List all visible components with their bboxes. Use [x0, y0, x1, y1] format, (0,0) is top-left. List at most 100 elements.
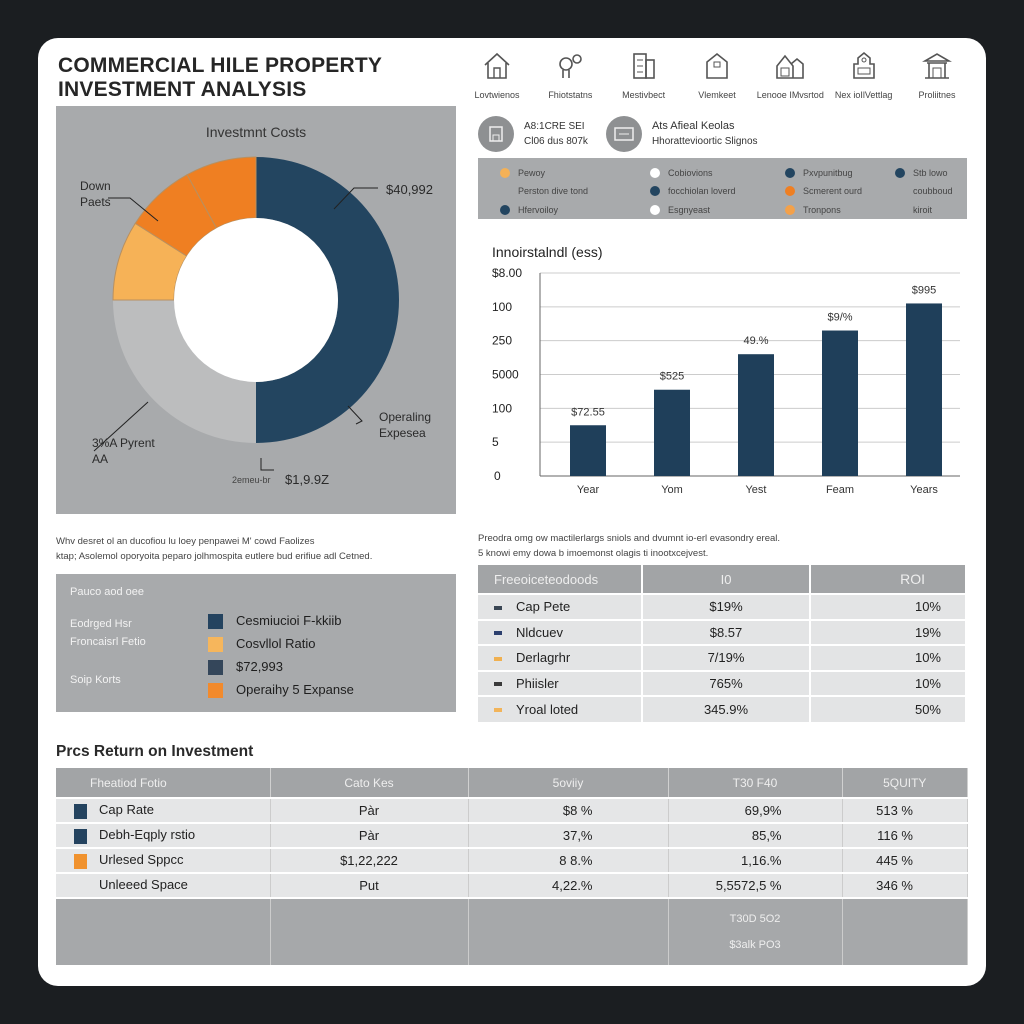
- legend-label: Operaihy 5 Expanse: [236, 682, 354, 697]
- category-1[interactable]: Fhiotstatns: [535, 50, 605, 100]
- legend-swatch: [208, 637, 223, 652]
- value-cell: 513 %: [842, 797, 968, 823]
- category-label: Mestivbect: [622, 90, 666, 100]
- category-label: Vlemkeet: [698, 90, 736, 100]
- roi-cell: 50%: [810, 695, 967, 722]
- houses-icon: [776, 54, 805, 79]
- x-tick-label: Feam: [826, 484, 854, 496]
- value-cell: $8.57: [642, 618, 811, 645]
- building-icon: [632, 53, 655, 79]
- legend-dot: [785, 168, 795, 178]
- paragraph-line: Whv desret ol an ducofiou lu loey penpaw…: [56, 536, 315, 547]
- legend-key: Froncaisrl Fetio: [70, 636, 146, 648]
- footer-cell: [56, 897, 271, 965]
- row-marker: [494, 631, 502, 636]
- investment-costs-panel: Investmnt Costs Down Paets $40,992 Opera…: [56, 106, 456, 514]
- roi-cell: 19%: [810, 618, 967, 645]
- row-name-cell: Cap Rate: [56, 797, 271, 823]
- y-tick-label: 5000: [492, 368, 519, 382]
- bar-chart: Innoirstalndl (ess) 0 5 100 5000 250 100 $8.00 $…: [492, 244, 960, 496]
- return-table: Fheatiod Fotio Cato Kes 5oviiy T30 F40 5…: [56, 768, 968, 965]
- category-label: Proliitnes: [918, 90, 956, 100]
- x-tick-label: Yom: [661, 484, 683, 496]
- info-row: A8:1CRE SEI Cl06 dus 807k Ats Afieal Keol…: [478, 116, 758, 152]
- legend-item: Hfervoiloy: [500, 203, 650, 217]
- donut-slice: [256, 157, 399, 443]
- donut-hole: [174, 218, 338, 382]
- category-label: Lenooe IMvsrtod: [756, 90, 824, 100]
- table-row: Nldcuev $8.57 19%: [478, 618, 967, 645]
- category-4[interactable]: Lenooe IMvsrtod: [755, 50, 825, 100]
- bar-data-label: $525: [660, 371, 684, 383]
- legend-dot: [500, 204, 510, 215]
- bar-data-label: $72.55: [571, 406, 605, 418]
- value-cell: Pàr: [270, 797, 469, 823]
- row-name: Nldcuev: [516, 624, 563, 640]
- column-header: Freeoiceteodoods: [478, 565, 643, 594]
- legend-item: coubboud: [895, 184, 985, 198]
- description-right: Preodra omg ow mactilerlargs sniols and …: [478, 531, 780, 561]
- legend-label: Hfervoiloy: [518, 204, 559, 215]
- y-tick-label: 0: [494, 469, 501, 483]
- paragraph-line: 5 knowi emy dowa b imoemonst olagis ti i…: [478, 548, 709, 559]
- table-footer-row: T30D 5O2 $3alk PO3: [56, 897, 968, 965]
- paragraph-line: ktap; Asolemol oporyoita peparo jolhmosp…: [56, 551, 373, 562]
- house-icon: [484, 52, 510, 79]
- y-tick-label: 5: [492, 435, 499, 449]
- table-row: Derlagrhr 7/19% 10%: [478, 644, 967, 671]
- pie-label-down: Down Paets: [80, 179, 111, 209]
- category-label: Lovtwienos: [474, 90, 520, 100]
- category-6[interactable]: Proliitnes: [902, 50, 972, 100]
- legend-label: Cesmiucioi F-kkiib: [236, 613, 342, 628]
- row-name-cell: Debh-Eqply rstio: [56, 822, 271, 848]
- value-cell: 4,22.%: [468, 872, 669, 898]
- column-header: 5QUITY: [842, 768, 968, 798]
- row-name-cell: Unleeed Space: [56, 872, 271, 898]
- pie-label-payment: 3%A Pyrent AA: [92, 436, 155, 466]
- bar: [906, 303, 942, 476]
- row-marker: [74, 803, 87, 819]
- value-cell: 85,%: [668, 822, 843, 848]
- y-tick-label: 100: [492, 401, 512, 415]
- row-name-cell: Cap Pete: [478, 593, 643, 620]
- value-cell: 445 %: [842, 847, 968, 873]
- legend-key: Pauco aod oee: [70, 586, 145, 598]
- legend-item: Pxvpunitbug: [785, 166, 895, 180]
- legend-label: kiroit: [913, 204, 933, 215]
- category-2[interactable]: Mestivbect: [609, 50, 679, 100]
- legend-item: Scmerent ourd: [785, 184, 895, 198]
- legend-label: Stb lowo: [913, 168, 948, 178]
- roi-cell: 10%: [810, 644, 967, 671]
- bar: [654, 389, 690, 476]
- column-header: Fheatiod Fotio: [56, 768, 271, 798]
- value-cell: 37,%: [468, 822, 669, 848]
- value-cell: Put: [270, 872, 469, 898]
- bar-data-label: $995: [912, 284, 936, 296]
- legend-key: Eodrged Hsr: [70, 618, 132, 630]
- description-left: Whv desret ol an ducofiou lu loey penpaw…: [56, 534, 372, 564]
- paragraph-line: Preodra omg ow mactilerlargs sniols and …: [478, 533, 781, 544]
- category-0[interactable]: Lovtwienos: [462, 50, 532, 100]
- category-label: Nex ioIlVettlag: [834, 90, 893, 100]
- row-marker: [74, 853, 87, 869]
- bar: [738, 354, 774, 476]
- bar-chart-title: Innoirstalndl (ess): [492, 244, 603, 260]
- x-tick-label: Yest: [745, 484, 766, 496]
- bar-data-label: $9/%: [827, 312, 852, 324]
- legend-panel: Pewoy Cobiovions Pxvpunitbug Stb lowo Persto…: [478, 158, 967, 219]
- table-row: Debh-Eqply rstio Pàr 37,% 85,% 116 %: [56, 822, 968, 848]
- roi-cell: 10%: [810, 593, 967, 620]
- legend-label: Esgnyeast: [668, 204, 711, 215]
- row-name: Unleeed Space: [99, 877, 188, 893]
- legend-dot: [785, 204, 795, 215]
- legend-label: Cosvllol Ratio: [236, 636, 316, 651]
- category-3[interactable]: Vlemkeet: [682, 50, 752, 100]
- category-5[interactable]: Nex ioIlVettlag: [829, 50, 899, 100]
- footer-cell: T30D 5O2 $3alk PO3: [668, 897, 843, 965]
- leader-line: [93, 401, 149, 452]
- value-cell: 765%: [642, 669, 811, 696]
- table-row: Urlesed Sppcc $1,22,222 8 8.% 1,16.% 445 %: [56, 847, 968, 873]
- info-item: Ats Afieal Keolas Hhorattevioortic Sligno…: [605, 116, 758, 152]
- pie-label-bottom-value: $1,9.9Z: [285, 472, 330, 487]
- legend-item: Stb lowo: [895, 166, 985, 180]
